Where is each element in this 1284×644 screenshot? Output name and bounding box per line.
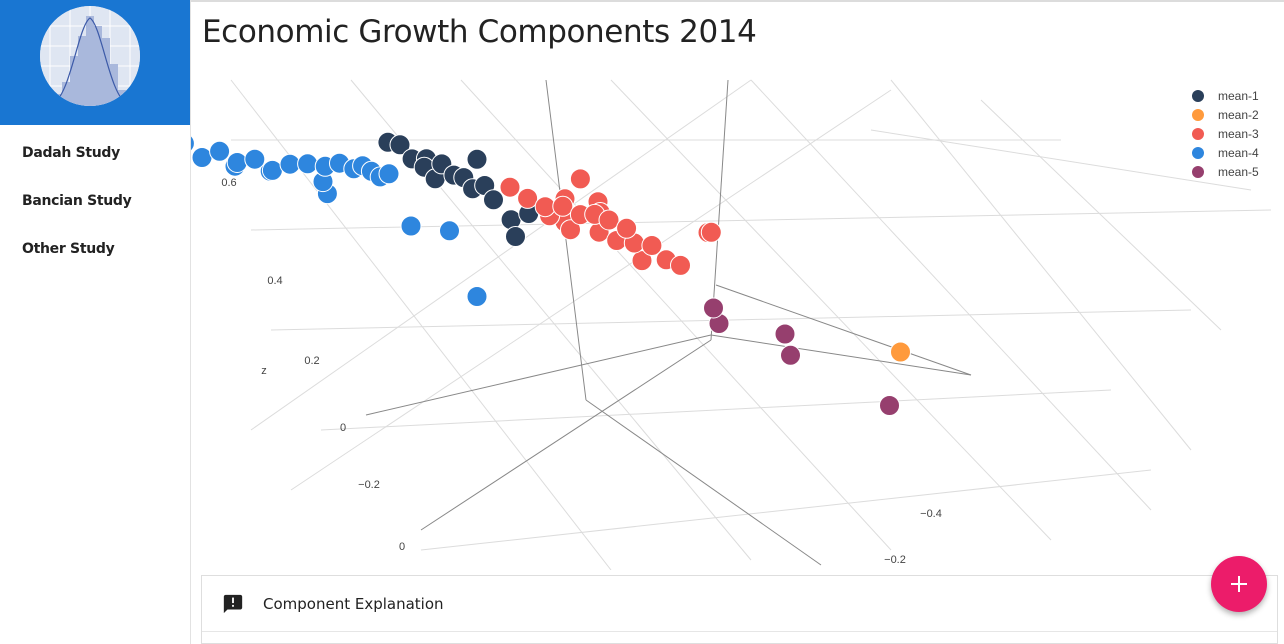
legend-color-swatch: [1192, 146, 1204, 159]
axis-line: [420, 339, 712, 531]
data-point-mean-5[interactable]: [879, 395, 900, 416]
data-point-mean-5[interactable]: [774, 323, 796, 345]
top-divider: [191, 0, 1284, 2]
data-point-mean-3[interactable]: [517, 187, 539, 209]
z-axis-label: z: [261, 365, 267, 377]
z-axis-line: [545, 79, 587, 401]
sidebar-item-other-study[interactable]: Other Study: [22, 241, 115, 257]
page-title: Economic Growth Components 2014: [202, 14, 757, 50]
legend-item-mean-5[interactable]: mean-5: [1192, 162, 1259, 181]
data-point-mean-4[interactable]: [191, 133, 195, 153]
sidebar: Dadah Study Bancian Study Other Study: [0, 0, 191, 644]
plus-icon: [1231, 576, 1247, 592]
grid-line: [980, 99, 1222, 331]
data-point-mean-4[interactable]: [378, 163, 400, 185]
scatter3d-chart[interactable]: 0.6 0.4 0.2 0 −0.2 0 −0.4 −0.2 z: [191, 70, 1284, 570]
data-point-mean-3[interactable]: [499, 176, 521, 198]
data-point-mean-4[interactable]: [244, 148, 266, 170]
data-point-mean-4[interactable]: [209, 140, 231, 162]
grid-line: [420, 469, 1152, 551]
avatar[interactable]: [40, 6, 140, 106]
data-point-mean-4[interactable]: [226, 152, 248, 173]
legend-color-swatch: [1192, 89, 1204, 102]
data-point-mean-3[interactable]: [700, 221, 722, 243]
y-axis-line: [585, 399, 822, 566]
data-point-mean-3[interactable]: [569, 168, 591, 190]
legend-color-swatch: [1192, 127, 1204, 140]
z-tick-label: 0.4: [267, 275, 282, 287]
z-tick-label: −0.2: [358, 479, 380, 491]
data-point-mean-3[interactable]: [641, 235, 663, 256]
data-point-mean-3[interactable]: [616, 217, 638, 239]
data-point-mean-5[interactable]: [780, 344, 801, 366]
data-point-mean-4[interactable]: [261, 159, 283, 181]
z-tick-label: 0: [340, 422, 346, 434]
data-point-mean-1[interactable]: [505, 226, 526, 247]
data-point-mean-4[interactable]: [400, 215, 422, 237]
chart-points: [191, 131, 911, 416]
panel-header[interactable]: Component Explanation: [202, 576, 1277, 632]
grid-line: [890, 79, 1192, 451]
sidebar-item-dadah-study[interactable]: Dadah Study: [22, 145, 120, 161]
z-tick-label: 0.6: [221, 177, 236, 189]
grid-line: [270, 309, 1192, 331]
x-axis-line: [710, 334, 972, 376]
chart-grid: [230, 79, 1272, 570]
data-point-mean-3[interactable]: [552, 195, 574, 217]
sidebar-nav: Dadah Study Bancian Study Other Study: [0, 125, 190, 273]
data-point-mean-4[interactable]: [466, 286, 488, 307]
legend-label: mean-4: [1218, 145, 1259, 160]
legend-color-swatch: [1192, 108, 1204, 121]
data-point-mean-4[interactable]: [439, 220, 460, 242]
grid-line: [320, 389, 1112, 431]
sidebar-item-bancian-study[interactable]: Bancian Study: [22, 193, 132, 209]
data-point-mean-5[interactable]: [703, 297, 724, 319]
legend-label: mean-1: [1218, 88, 1259, 103]
data-point-mean-1[interactable]: [389, 134, 411, 156]
data-point-mean-3[interactable]: [631, 250, 653, 272]
axis-line: [365, 334, 712, 416]
grid-line: [290, 89, 892, 491]
legend-color-swatch: [1192, 165, 1204, 178]
alert-message-icon: [223, 594, 243, 613]
data-point-mean-3[interactable]: [598, 209, 620, 231]
panel-title: Component Explanation: [263, 594, 444, 613]
chart-legend: mean-1 mean-2 mean-3 mean-4 mean-5: [1192, 86, 1259, 181]
data-point-mean-3[interactable]: [534, 196, 556, 218]
y-tick-label: −0.2: [884, 554, 906, 566]
data-point-mean-4[interactable]: [279, 153, 301, 175]
data-point-mean-4[interactable]: [191, 147, 213, 168]
legend-item-mean-3[interactable]: mean-3: [1192, 124, 1259, 143]
data-point-mean-4[interactable]: [297, 153, 319, 175]
main-content: Economic Growth Components 2014 0.6 0.4 0.…: [191, 0, 1284, 644]
chart-axes: [365, 79, 972, 566]
y-tick-label: −0.4: [920, 508, 942, 520]
legend-label: mean-5: [1218, 164, 1259, 179]
data-point-mean-3[interactable]: [560, 219, 581, 241]
data-point-mean-2[interactable]: [890, 341, 911, 363]
add-button[interactable]: [1211, 556, 1267, 612]
chart-ticks: 0.6 0.4 0.2 0 −0.2 0 −0.4 −0.2 z: [221, 177, 942, 566]
z-tick-label: 0.2: [304, 355, 319, 367]
data-point-mean-3[interactable]: [670, 254, 691, 276]
x-tick-label: 0: [399, 541, 405, 553]
legend-label: mean-2: [1218, 107, 1259, 122]
legend-item-mean-4[interactable]: mean-4: [1192, 143, 1259, 162]
histogram-logo-icon: [40, 6, 140, 106]
grid-line: [750, 79, 1152, 511]
data-point-mean-1[interactable]: [466, 148, 488, 170]
grid-line: [870, 129, 1252, 191]
sidebar-header: [0, 0, 190, 125]
component-explanation-panel: Component Explanation: [201, 575, 1278, 644]
axis-line: [715, 284, 972, 376]
legend-label: mean-3: [1218, 126, 1259, 141]
axis-line: [710, 79, 729, 341]
data-point-mean-1[interactable]: [483, 189, 504, 211]
grid-line: [610, 79, 1052, 541]
grid-line: [460, 79, 892, 551]
legend-item-mean-1[interactable]: mean-1: [1192, 86, 1259, 105]
grid-line: [250, 79, 752, 431]
legend-item-mean-2[interactable]: mean-2: [1192, 105, 1259, 124]
